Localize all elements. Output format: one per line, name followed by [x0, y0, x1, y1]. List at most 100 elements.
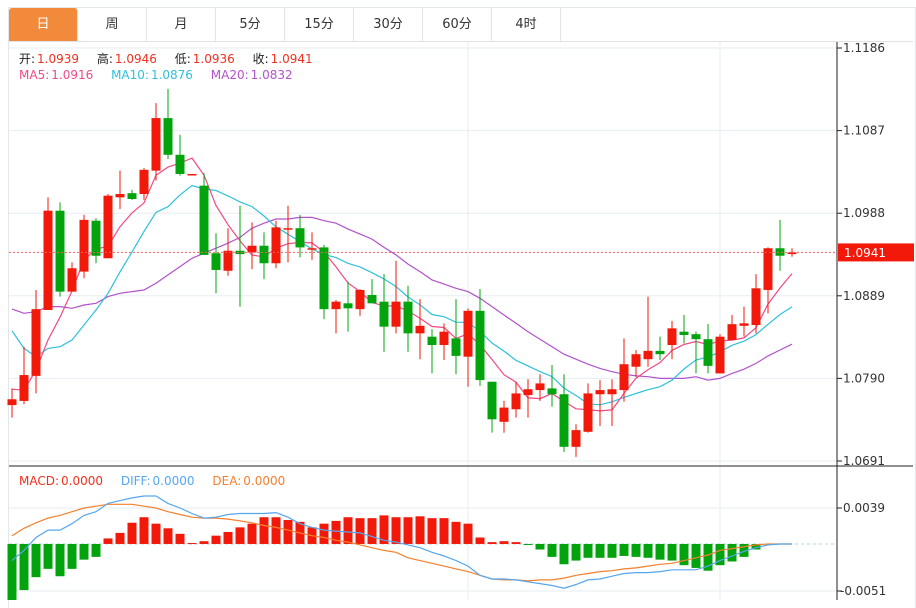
last-price-label: 1.0941: [844, 246, 886, 260]
price-tick-label: 1.0889: [843, 289, 885, 303]
tab-15min[interactable]: 15分: [285, 8, 354, 41]
macd-bar: [31, 543, 41, 578]
macd-bar: [127, 522, 137, 544]
tab-day[interactable]: 日: [9, 8, 78, 41]
macd-tick-label: -0.0051: [840, 584, 886, 598]
macd-bar: [331, 520, 341, 544]
candle-body: [151, 118, 161, 171]
candle-up: [727, 314, 737, 341]
macd-bar: [475, 537, 485, 544]
macd-bar: [319, 523, 329, 544]
candle-up: [787, 248, 797, 257]
candle-body: [511, 393, 521, 410]
candle-up: [307, 232, 317, 260]
macd-bar: [739, 543, 749, 557]
high-value: 1.0946: [114, 52, 157, 66]
diff-line: [11, 495, 792, 589]
candle-up: [619, 338, 629, 402]
candle-up: [499, 400, 509, 433]
candle-up: [523, 379, 533, 418]
tab-month[interactable]: 月: [147, 8, 216, 41]
price-tick-label: 1.1087: [843, 124, 885, 138]
macd-bar: [367, 518, 377, 544]
candles: [7, 88, 797, 457]
ma10-line: [11, 184, 793, 406]
tab-60min[interactable]: 60分: [423, 8, 492, 41]
macd-bar: [43, 543, 53, 569]
macd-bar: [619, 543, 629, 556]
last-price-badge: [838, 243, 914, 262]
macd-bar: [115, 532, 125, 544]
candle-body: [211, 253, 221, 270]
candle-down: [547, 365, 557, 407]
candle-body: [367, 294, 377, 304]
candle-body: [751, 288, 761, 326]
macd-bar: [691, 543, 701, 568]
candle-down: [703, 324, 713, 374]
candle-body: [7, 399, 17, 406]
candle-up: [607, 379, 617, 426]
candle-body: [559, 394, 569, 447]
candle-down: [655, 336, 665, 361]
candle-body: [607, 389, 617, 395]
candle-up: [739, 306, 749, 337]
macd-bar: [487, 542, 497, 544]
tab-5min[interactable]: 5分: [216, 8, 285, 41]
macd-bar: [283, 519, 293, 544]
candle-up: [19, 346, 29, 405]
candle-body: [715, 336, 725, 374]
candle-down: [55, 202, 65, 297]
tab-30min[interactable]: 30分: [354, 8, 423, 41]
candle-down: [211, 233, 221, 294]
dea-value: 0.0000: [243, 474, 286, 488]
ma20-value: 1.0832: [250, 68, 293, 82]
candle-down: [127, 189, 137, 200]
macd-bar: [187, 543, 197, 545]
candle-body: [163, 118, 173, 155]
candle-up: [115, 170, 125, 210]
candle-up: [439, 323, 449, 361]
macd-bar: [7, 543, 17, 600]
candle-up: [223, 228, 233, 276]
candle-up: [43, 197, 53, 310]
candle-up: [271, 220, 281, 269]
candle-body: [691, 334, 701, 340]
candle-up: [595, 380, 605, 426]
high-label: 高:: [96, 52, 113, 66]
candle-body: [175, 154, 185, 174]
candle-up: [151, 103, 161, 181]
macd-bar: [523, 543, 533, 545]
macd-bar: [259, 517, 269, 544]
macd-bar: [559, 543, 569, 565]
candle-down: [559, 374, 569, 452]
candle-body: [655, 350, 665, 355]
macd-bar: [403, 517, 413, 544]
candle-body: [379, 301, 389, 327]
close-value: 1.0941: [270, 52, 313, 66]
candle-body: [139, 169, 149, 195]
candle-body: [127, 193, 137, 200]
macd-bar: [655, 543, 665, 560]
candle-body: [487, 381, 497, 420]
macd-bar: [91, 543, 101, 557]
tab-4hour[interactable]: 4时: [492, 8, 561, 41]
macd-bar: [571, 543, 581, 561]
candle-up: [667, 320, 677, 360]
macd-bar: [271, 517, 281, 544]
ma-legend: MA5: 1.0916 MA10: 1.0876 MA20: 1.0832: [19, 68, 295, 82]
candle-body: [523, 389, 533, 396]
tab-week[interactable]: 周: [78, 8, 147, 41]
candle-up: [355, 289, 365, 316]
candle-body: [115, 194, 125, 198]
candle-body: [331, 301, 341, 310]
candle-body: [463, 310, 473, 357]
candle-up: [535, 374, 545, 401]
candle-body: [247, 245, 257, 253]
macd-bar: [643, 543, 653, 558]
candle-up: [283, 205, 293, 263]
macd-bar: [715, 543, 725, 566]
dea-label: DEA:: [212, 474, 242, 488]
candle-body: [319, 247, 329, 310]
candle-body: [427, 336, 437, 346]
